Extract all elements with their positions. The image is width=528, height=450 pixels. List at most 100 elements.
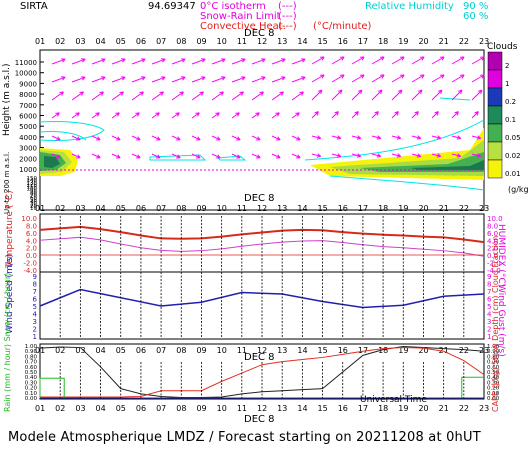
hour-top-10: 10 [217,37,227,46]
temperature-ticks: 10.0 10.08.0 8.06.0 6.04.0 4.02.0 2.00.0 0.0-2… [21,215,502,275]
wind-arrowhead [460,74,465,79]
wind-tick: 6 [33,296,38,304]
wind-arrow [191,112,200,119]
wind-arrowhead [221,58,226,63]
wind-arrow [451,153,461,157]
wind-arrow [371,135,381,139]
colorbar-swatch [487,141,503,161]
wind-arrow [131,58,146,65]
hour-p4-top-02: 02 [55,346,65,355]
hour-bottom-18: 18 [378,404,388,413]
gust-tick: 9 [487,273,491,281]
hour-p4-top-22: 22 [459,346,469,355]
wind-arrow [191,76,206,83]
wind-arrow [131,112,140,119]
precip-tick: 0.40 [25,375,38,381]
wind-arrowhead [116,136,121,141]
wind-arrow [111,91,124,101]
height-tick-3000: 3000 [19,145,37,153]
wind-arrow [351,89,363,101]
legend-rate: (°C/minute) [313,21,372,32]
wind-arrow [51,58,66,65]
hour-bottom-12: 12 [257,404,267,413]
hour-p4-top-09: 09 [196,346,206,355]
wind-arrow [291,76,306,83]
temp-tick: 10.0 [21,215,37,223]
precip-panel: 01 02 03 04 05 06 07 08 09 10 11 12 13 14 15 16 17 18 19 20… [3,236,500,425]
legend-isotherm-dash: (---) [278,1,297,12]
hour-bottom-10: 10 [217,404,227,413]
wind-arrowhead [61,58,66,63]
hour-bottom-02: 02 [55,404,65,413]
wind-arrowhead [216,136,221,141]
colorbar-label: 0.05 [505,134,521,142]
hour-top-22: 22 [459,37,469,46]
hour-p4-top-20: 20 [418,346,428,355]
wind-arrowhead [336,153,342,158]
wind-arrowhead [276,136,281,141]
temperature-line [39,225,485,244]
wind-arrowhead [440,74,445,79]
hour-p4-top-07: 07 [156,346,166,355]
wind-arrowhead [256,154,261,159]
wind-arrowhead [96,136,101,141]
hour-p2-11: 11 [237,204,247,213]
wind-arrow [431,111,439,119]
low-height-tick-120: 120 [27,182,38,188]
wind-arrowhead [420,74,425,79]
wind-arrowhead [56,154,61,159]
temp-tick: 4.0 [26,237,37,245]
wind-arrowhead [360,56,365,61]
hour-p4-top-01: 01 [35,346,45,355]
wind-arrowhead [436,153,442,158]
hour-top-01: 01 [35,37,45,46]
hour-p2-22: 22 [459,204,469,213]
low-height-tick-140: 140 [27,178,38,184]
wind-arrowhead [436,135,442,140]
wind-arrow [51,112,60,119]
wind-arrow [51,76,66,83]
wind-arrowhead [121,76,126,81]
wind-arrow [211,112,220,119]
hour-bottom-13: 13 [277,404,287,413]
wind-arrow [71,135,81,141]
wind-arrowhead [201,58,206,63]
wind-tick: 1 [33,333,37,341]
wind-arrowhead [376,135,382,140]
wind-arrowhead [356,153,362,158]
wind-arrowhead [400,56,405,61]
wind-arrowhead [276,154,281,159]
hour-p4-top-11: 11 [237,346,247,355]
wind-arrowhead [239,91,244,96]
hour-p4-top-15: 15 [318,346,328,355]
precip-tick-right: 0.60 [487,365,500,371]
gust-tick: 7 [487,288,491,296]
precip-tick: 1.00 [25,344,38,350]
hour-p2-10: 10 [217,204,227,213]
height-tick-1000: 1000 [19,166,37,174]
precip-tick: 0.60 [25,365,38,371]
wind-arrow [351,153,361,157]
temp-tick: -4.0 [23,267,37,275]
wind-arrowhead [456,135,462,140]
wind-arrowhead [420,56,425,61]
wind-arrowhead [334,111,339,116]
wind-arrowhead [357,89,363,95]
humidex-tick: -2.0 [487,260,501,268]
hour-p2-05: 05 [116,204,126,213]
temp-tick: 0.0 [26,252,37,260]
wind-arrow [51,153,61,159]
wind-arrowhead [196,136,201,141]
wind-arrow [271,112,280,119]
wind-arrowhead [301,58,306,63]
hour-bottom-04: 04 [96,404,106,413]
legend-snow-rain: Snow-Rain Limit [200,11,281,22]
wind-arrowhead [460,56,465,61]
wind-arrowhead [181,58,186,63]
wind-arrow [271,135,281,141]
wind-arrowhead [256,136,261,141]
hour-bottom-23: 23 [479,404,489,413]
wind-arrow [311,153,321,157]
hour-labels-bottom: 01 02 03 04 05 06 07 08 09 10 11 12 13 14 15 16 17 18 19 20… [35,404,489,413]
